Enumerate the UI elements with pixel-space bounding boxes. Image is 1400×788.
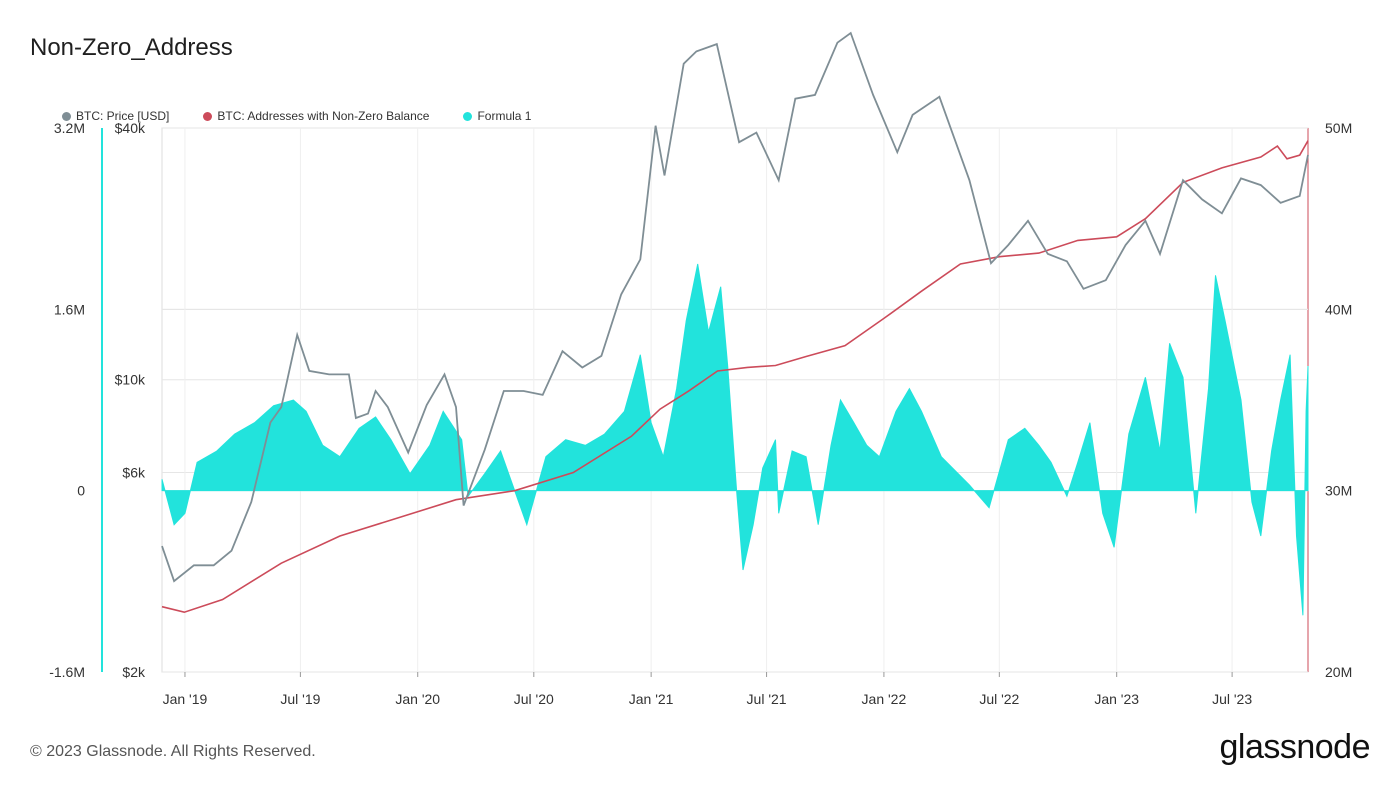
legend-label-price: BTC: Price [USD]: [76, 109, 170, 123]
legend-label-addresses: BTC: Addresses with Non-Zero Balance: [217, 109, 430, 123]
legend-item-formula[interactable]: Formula 1: [463, 109, 531, 123]
series-addresses-line: [161, 140, 1309, 614]
legend: BTC: Price [USD] BTC: Addresses with Non…: [62, 109, 565, 123]
chart-title: Non-Zero_Address: [30, 34, 233, 61]
x-tick-label: Jul '20: [514, 691, 554, 707]
legend-label-formula: Formula 1: [477, 109, 532, 123]
x-tick-label: Jul '23: [1212, 691, 1252, 707]
legend-dot-icon: [463, 111, 473, 121]
price-axis-label: $40k: [115, 120, 146, 136]
copyright-footer: © 2023 Glassnode. All Rights Reserved.: [30, 743, 316, 760]
series-price-line: [161, 31, 1309, 583]
series-formula-1-area: [161, 263, 1309, 616]
price-axis-label: $6k: [122, 465, 146, 481]
price-axis-label: $2k: [122, 664, 146, 680]
legend-dot-icon: [62, 111, 71, 121]
x-tick-label: Jul '22: [979, 691, 1019, 707]
legend-item-price[interactable]: BTC: Price [USD]: [62, 109, 169, 123]
addresses-axis-label: 50M: [1325, 120, 1352, 136]
formula-axis-label: 1.6M: [54, 301, 85, 317]
x-tick-label: Jul '19: [280, 691, 320, 707]
addresses-axis-label: 40M: [1325, 301, 1352, 317]
x-tick-label: Jul '21: [747, 691, 787, 707]
x-tick-label: Jan '19: [163, 691, 208, 707]
addresses-axis-label: 30M: [1325, 483, 1352, 499]
gridlines: [162, 127, 1308, 677]
price-axis-label: $10k: [115, 372, 146, 388]
formula-axis-label: 0: [77, 483, 85, 499]
legend-item-addresses[interactable]: BTC: Addresses with Non-Zero Balance: [203, 109, 429, 123]
x-tick-label: Jan '23: [1094, 691, 1139, 707]
addresses-axis-label: 20M: [1325, 664, 1352, 680]
glassnode-logo: glassnode: [1219, 728, 1370, 766]
x-tick-label: Jan '20: [395, 691, 440, 707]
x-tick-label: Jan '21: [629, 691, 674, 707]
legend-dot-icon: [203, 111, 213, 121]
formula-axis-label: 3.2M: [54, 120, 85, 136]
formula-axis-label: -1.6M: [49, 664, 85, 680]
plot-frame: [161, 127, 1309, 673]
x-tick-label: Jan '22: [862, 691, 907, 707]
